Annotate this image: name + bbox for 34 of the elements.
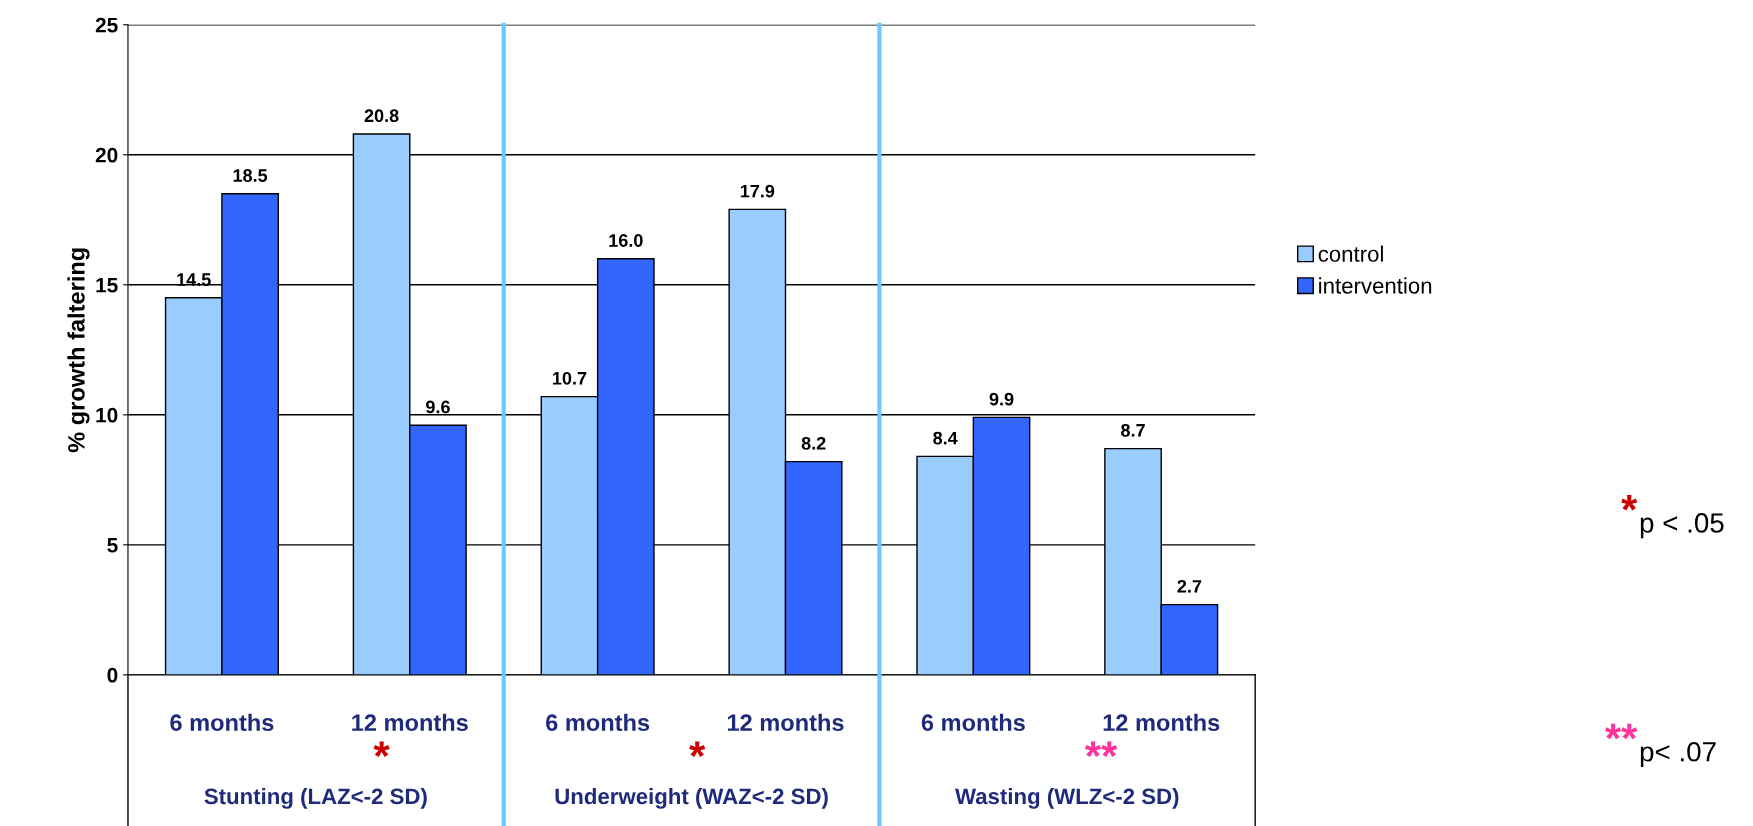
x-tick-label: 12 months (352, 713, 468, 732)
text: 9.9 (989, 392, 1014, 406)
text: 9.6 (426, 400, 450, 414)
text: * (373, 741, 390, 757)
x-tick-label: 12 months (1103, 713, 1220, 732)
text: 10.7 (553, 371, 587, 385)
text: 16.0 (609, 234, 643, 247)
y-tick-label: 20 (95, 147, 118, 163)
text: * p < .05 (1621, 495, 1724, 539)
text: 8.7 (1121, 423, 1145, 437)
x-tick-label: 6 months (546, 713, 650, 732)
y-tick-label: 10 (96, 407, 118, 423)
y-tick-label: 0 (107, 667, 118, 683)
y-tick-label: 5 (107, 538, 118, 553)
text: * (689, 741, 706, 757)
legend-label: intervention (1319, 277, 1432, 294)
y-axis-title: % growth faltering (67, 248, 90, 453)
y-tick-label: 15 (96, 278, 118, 293)
x-tick-label: 6 months (170, 713, 274, 732)
text: 8.2 (801, 436, 826, 450)
text: 17.9 (740, 184, 775, 198)
text: 20.8 (364, 109, 399, 123)
x-tick-label: 6 months (921, 713, 1025, 732)
text: 8.4 (933, 431, 958, 445)
text: 18.5 (233, 169, 268, 182)
text: 2.7 (1177, 579, 1202, 593)
text: ** p< .07 (1604, 723, 1716, 768)
text: Underweight (WAZ<-2 SD) (555, 787, 828, 809)
text: Stunting (LAZ<-2 SD) (204, 787, 427, 809)
text: Wasting (WLZ<-2 SD) (955, 787, 1179, 809)
y-tick-label: 25 (95, 17, 118, 33)
text: ** (1085, 741, 1118, 757)
x-tick-label: 12 months (727, 713, 844, 732)
legend-label: control (1318, 245, 1383, 262)
